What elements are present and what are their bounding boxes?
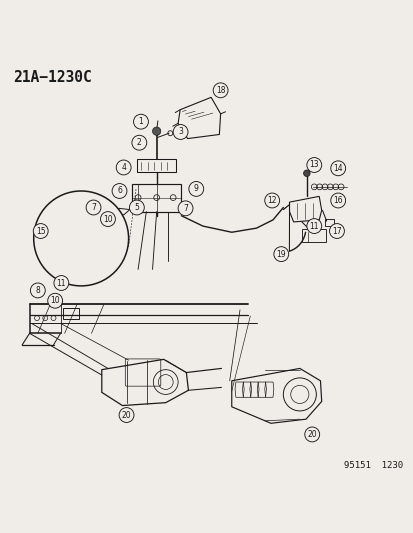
Text: 2: 2 bbox=[137, 138, 141, 147]
Text: 17: 17 bbox=[331, 227, 341, 236]
Circle shape bbox=[264, 193, 279, 208]
Circle shape bbox=[119, 408, 134, 423]
Text: 6: 6 bbox=[117, 187, 122, 196]
Text: 16: 16 bbox=[332, 196, 342, 205]
Circle shape bbox=[329, 223, 344, 238]
Circle shape bbox=[133, 114, 148, 129]
Text: 14: 14 bbox=[332, 164, 342, 173]
Circle shape bbox=[178, 201, 192, 216]
Circle shape bbox=[330, 193, 345, 208]
Circle shape bbox=[129, 200, 144, 215]
Text: 11: 11 bbox=[309, 222, 318, 231]
Circle shape bbox=[306, 219, 321, 233]
Circle shape bbox=[330, 161, 345, 176]
Text: 4: 4 bbox=[121, 163, 126, 172]
Text: 1: 1 bbox=[138, 117, 143, 126]
Circle shape bbox=[86, 200, 101, 215]
Text: 20: 20 bbox=[121, 410, 131, 419]
Text: 8: 8 bbox=[36, 286, 40, 295]
Circle shape bbox=[306, 158, 321, 172]
Circle shape bbox=[152, 127, 160, 135]
Text: 10: 10 bbox=[50, 296, 60, 305]
Circle shape bbox=[30, 283, 45, 298]
Text: 11: 11 bbox=[57, 279, 66, 287]
Text: 3: 3 bbox=[178, 127, 183, 136]
Circle shape bbox=[213, 83, 228, 98]
Text: 18: 18 bbox=[215, 86, 225, 95]
Text: 10: 10 bbox=[103, 215, 112, 223]
Text: 13: 13 bbox=[309, 160, 318, 169]
Text: 21A−1230C: 21A−1230C bbox=[13, 70, 92, 85]
Text: 19: 19 bbox=[276, 249, 285, 259]
Circle shape bbox=[112, 183, 127, 198]
Text: 15: 15 bbox=[36, 227, 45, 236]
Circle shape bbox=[273, 247, 288, 262]
Circle shape bbox=[33, 223, 48, 238]
Text: 7: 7 bbox=[91, 203, 96, 212]
Circle shape bbox=[47, 293, 62, 308]
Circle shape bbox=[304, 427, 319, 442]
Text: 20: 20 bbox=[307, 430, 316, 439]
Circle shape bbox=[303, 170, 309, 176]
Circle shape bbox=[116, 160, 131, 175]
Circle shape bbox=[33, 191, 128, 286]
Text: 5: 5 bbox=[134, 203, 139, 212]
Circle shape bbox=[132, 135, 146, 150]
Text: 95151  1230: 95151 1230 bbox=[343, 461, 402, 470]
Circle shape bbox=[188, 182, 203, 196]
Text: 9: 9 bbox=[193, 184, 198, 193]
Text: 7: 7 bbox=[183, 204, 188, 213]
Circle shape bbox=[100, 212, 115, 227]
Circle shape bbox=[54, 276, 69, 290]
Text: 12: 12 bbox=[267, 196, 276, 205]
Circle shape bbox=[173, 125, 188, 140]
